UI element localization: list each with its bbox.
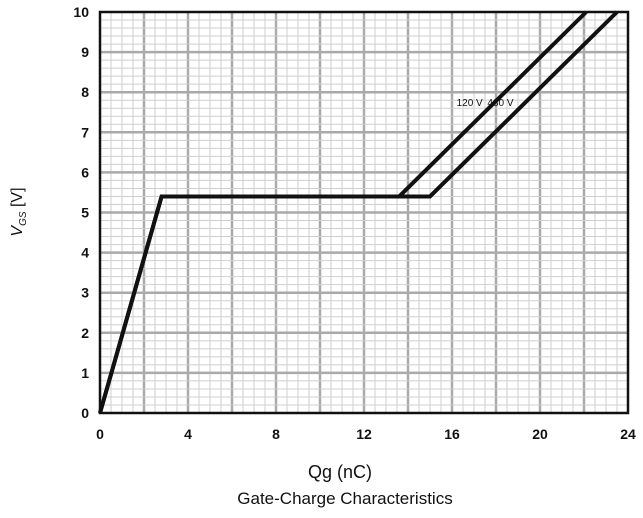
y-tick-label: 10 xyxy=(73,4,89,20)
y-axis-label-main: V xyxy=(9,225,26,237)
y-tick-label: 2 xyxy=(81,325,89,341)
grid xyxy=(100,12,628,413)
series-line xyxy=(98,10,619,414)
y-tick-label: 1 xyxy=(81,365,89,381)
y-tick-label: 9 xyxy=(81,44,89,60)
y-tick-label: 8 xyxy=(81,84,89,100)
x-tick-label: 4 xyxy=(184,426,192,442)
y-axis-label-unit: [V] xyxy=(9,187,26,211)
x-axis-label: Qg (nC) xyxy=(308,462,372,482)
y-axis-label-sub: GS xyxy=(18,211,29,226)
x-tick-label: 20 xyxy=(532,426,548,442)
y-tick-label: 7 xyxy=(81,124,89,140)
series-label: 480 V xyxy=(487,98,513,109)
y-tick-label: 3 xyxy=(81,285,89,301)
x-tick-label: 0 xyxy=(96,426,104,442)
y-tick-label: 0 xyxy=(81,405,89,421)
y-tick-label: 6 xyxy=(81,164,89,180)
chart-title: Gate-Charge Characteristics xyxy=(237,489,452,508)
plot-frame xyxy=(98,10,630,415)
x-tick-label: 24 xyxy=(620,426,636,442)
y-axis-label: VGS [V] xyxy=(9,187,29,236)
series-lines xyxy=(98,10,619,414)
series-label: 120 V xyxy=(457,98,483,109)
series-labels: 120 V 480 V xyxy=(457,98,514,109)
x-tick-label: 12 xyxy=(356,426,372,442)
y-tick-label: 4 xyxy=(81,245,89,261)
x-tick-label: 16 xyxy=(444,426,460,442)
y-tick-label: 5 xyxy=(81,205,89,221)
x-tick-label: 8 xyxy=(272,426,280,442)
